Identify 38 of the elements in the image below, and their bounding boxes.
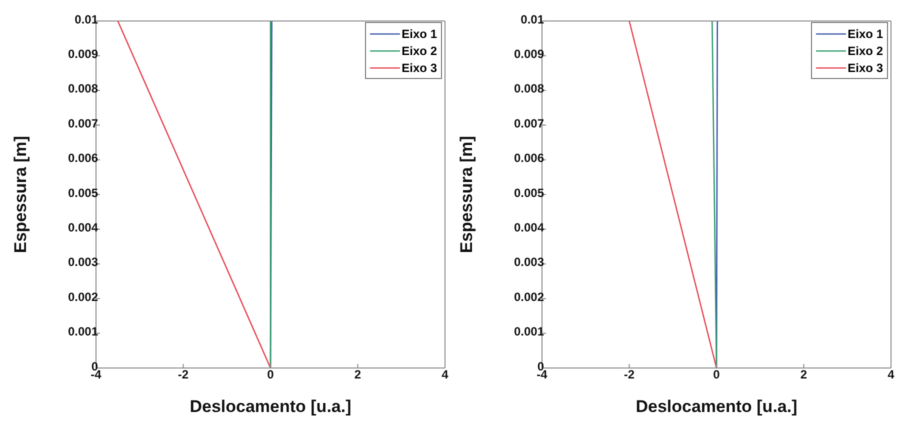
- y-tick-label: 0.002: [68, 290, 98, 304]
- y-tick-label: 0.001: [68, 324, 98, 339]
- x-tick-label: 4: [888, 368, 895, 382]
- x-tick-label: 4: [442, 368, 449, 382]
- y-tick-label: 0.005: [514, 186, 544, 200]
- x-tick-label: 0: [713, 368, 720, 382]
- legend-label: Eixo 3: [402, 60, 437, 74]
- y-tick-label: 0.009: [514, 46, 544, 61]
- y-tick-label: 0.002: [514, 290, 544, 304]
- y-tick-label: 0.01: [520, 12, 544, 26]
- x-axis-title: Deslocamento [u.a.]: [636, 397, 798, 416]
- legend-label: Eixo 1: [848, 26, 883, 40]
- y-tick-label: 0.009: [68, 46, 98, 61]
- y-axis-title: Espessura [m]: [457, 136, 476, 254]
- x-tick-label: -2: [178, 368, 189, 382]
- x-tick-label: 2: [800, 368, 808, 382]
- y-tick-label: 0.005: [68, 186, 98, 200]
- y-tick-label: 0.006: [514, 151, 544, 166]
- legend-label: Eixo 2: [848, 44, 883, 58]
- y-tick-label: 0.003: [68, 255, 98, 270]
- legend-label: Eixo 2: [402, 44, 437, 58]
- y-axis-title: Espessura [m]: [11, 136, 30, 254]
- x-tick-label: 0: [267, 368, 274, 382]
- x-axis-title: Deslocamento [u.a.]: [190, 397, 352, 416]
- y-tick-label: 0.007: [514, 116, 544, 130]
- legend-label: Eixo 1: [402, 26, 437, 40]
- y-tick-label: 0.006: [68, 151, 98, 166]
- legend-label: Eixo 3: [848, 60, 883, 74]
- y-tick-label: 0.004: [68, 220, 98, 234]
- x-tick-label: 2: [354, 368, 362, 382]
- x-tick-label: -2: [624, 368, 635, 382]
- y-tick-label: 0.008: [68, 82, 98, 96]
- y-tick-label: 0.004: [514, 220, 544, 234]
- y-tick-label: 0.01: [74, 12, 98, 26]
- y-tick-label: 0.007: [68, 116, 98, 130]
- y-tick-label: 0.003: [514, 255, 544, 270]
- y-tick-label: 0.008: [514, 82, 544, 96]
- y-tick-label: 0.001: [514, 324, 544, 339]
